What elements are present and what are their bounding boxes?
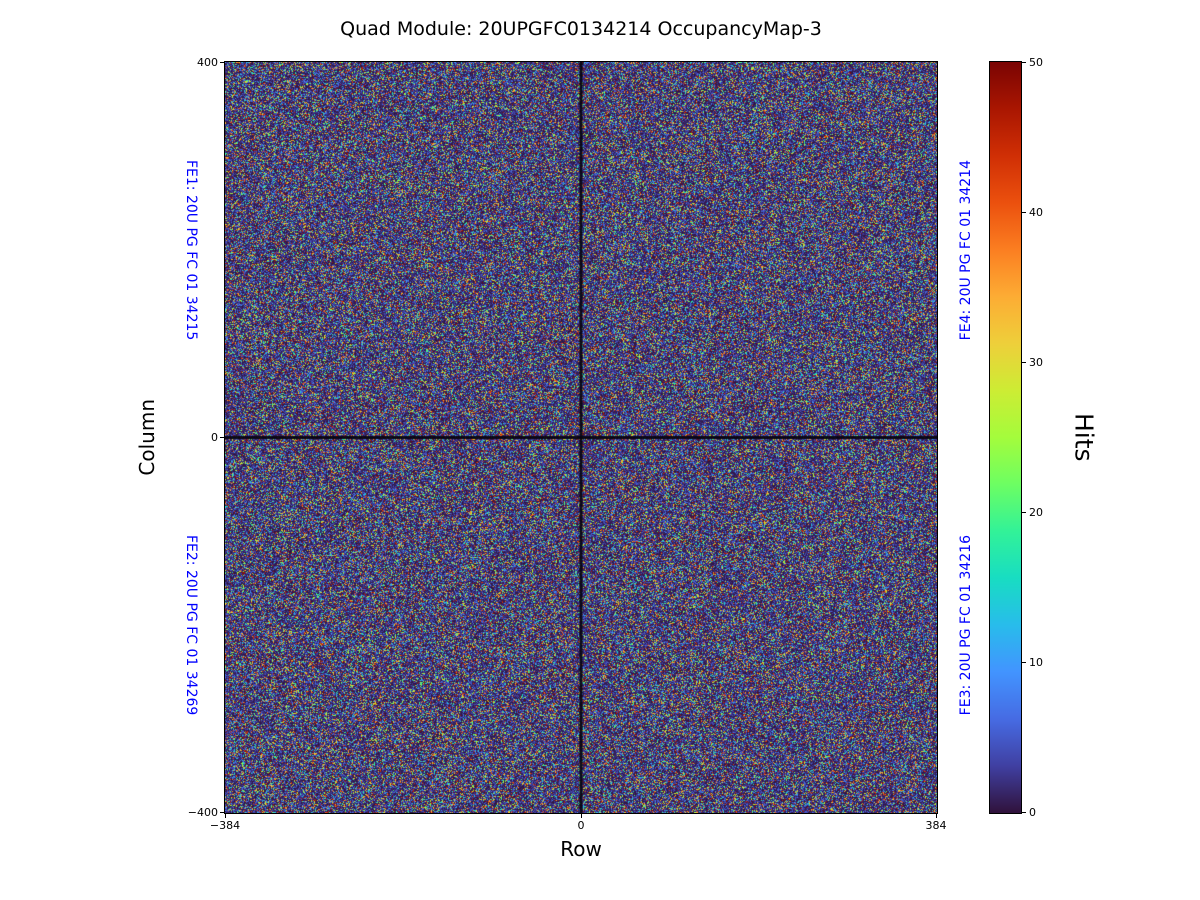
fe1-label-wrap: FE1: 20U PG FC 01 34215: [180, 62, 202, 438]
colorbar-tick-label: 50: [1029, 56, 1043, 69]
x-tick-label: −384: [209, 819, 241, 832]
colorbar-gradient: [990, 62, 1021, 813]
colorbar-tickmark: [1022, 812, 1026, 813]
colorbar-tickmark: [1022, 212, 1026, 213]
colorbar-label: Hits: [1069, 413, 1099, 462]
colorbar-tick-label: 10: [1029, 656, 1043, 669]
fe1-label: FE1: 20U PG FC 01 34215: [183, 159, 199, 341]
fe4-label: FE4: 20U PG FC 01 34214: [958, 159, 974, 341]
fe2-label: FE2: 20U PG FC 01 34269: [183, 534, 199, 716]
y-tick-label: 0: [211, 431, 218, 444]
fe4-label-wrap: FE4: 20U PG FC 01 34214: [955, 62, 977, 438]
colorbar-tickmark: [1022, 362, 1026, 363]
heatmap-canvas: [225, 62, 937, 813]
colorbar-tickmark: [1022, 662, 1026, 663]
colorbar-tick-label: 20: [1029, 506, 1043, 519]
colorbar-tickmark: [1022, 512, 1026, 513]
fe3-label: FE3: 20U PG FC 01 34216: [958, 534, 974, 716]
x-tick-label: 0: [577, 819, 585, 832]
y-tickmark: [220, 812, 224, 813]
fe3-label-wrap: FE3: 20U PG FC 01 34216: [955, 437, 977, 813]
colorbar-tick-label: 0: [1029, 806, 1036, 819]
x-tickmark: [581, 814, 582, 818]
y-tick-label: 400: [197, 56, 218, 69]
colorbar-label-wrap: Hits: [1066, 62, 1102, 813]
chart-title: Quad Module: 20UPGFC0134214 OccupancyMap…: [340, 18, 822, 40]
y-tickmark: [220, 437, 224, 438]
y-tick-label: −400: [187, 806, 218, 819]
colorbar-tick-label: 30: [1029, 356, 1043, 369]
colorbar-tickmark: [1022, 62, 1026, 63]
fe2-label-wrap: FE2: 20U PG FC 01 34269: [180, 437, 202, 813]
y-tickmark: [220, 62, 224, 63]
x-axis-label: Row: [560, 837, 602, 861]
x-tickmark: [225, 814, 226, 818]
x-tick-label: 384: [925, 819, 947, 832]
x-tickmark: [936, 814, 937, 818]
y-axis-label: Column: [135, 399, 159, 476]
colorbar-tick-label: 40: [1029, 206, 1043, 219]
y-axis-label-wrap: Column: [133, 62, 161, 813]
